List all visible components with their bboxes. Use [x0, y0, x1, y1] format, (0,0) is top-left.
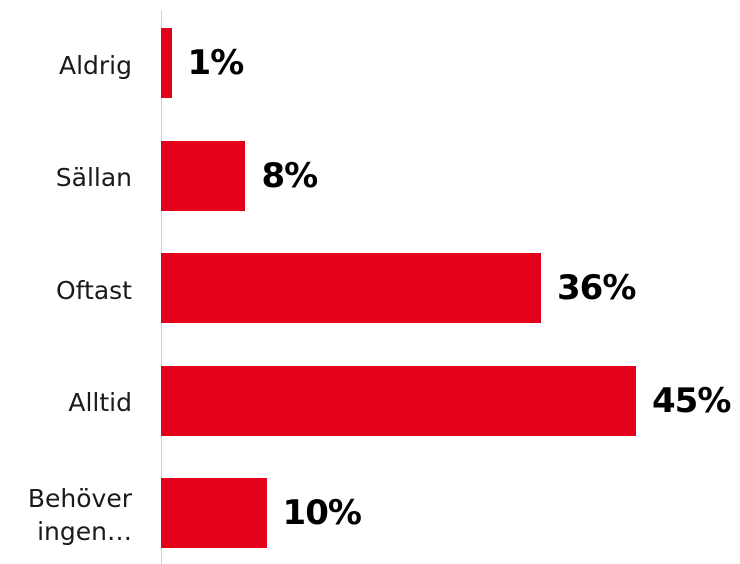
value-label: 1%: [187, 43, 245, 83]
bar: [161, 28, 172, 98]
category-label: Alltid: [68, 388, 132, 417]
category-label: Aldrig: [58, 50, 132, 80]
category-label: Sällan: [55, 163, 132, 192]
value-label: 10%: [282, 493, 362, 533]
value-label: 45%: [652, 380, 731, 421]
category-label: Oftast: [56, 275, 132, 305]
category-label: Behöver ingen…: [27, 484, 132, 546]
bar: [161, 365, 636, 436]
value-label: 36%: [557, 268, 636, 308]
value-label: 8%: [261, 155, 318, 196]
bar: [161, 140, 246, 211]
bar: [161, 478, 267, 548]
bar: [161, 253, 541, 323]
